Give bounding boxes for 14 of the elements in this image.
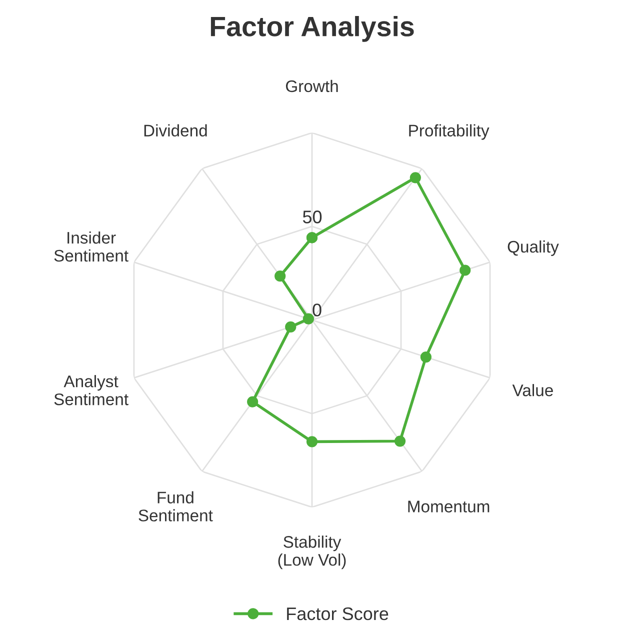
spoke-label: Momentum xyxy=(408,500,490,512)
y-tick-label: 50 xyxy=(302,210,322,224)
legend-label: Factor Score xyxy=(287,607,388,620)
spoke-label: Growth xyxy=(286,80,338,92)
spoke-label: Dividend xyxy=(144,124,207,137)
spoke-label: Profitability xyxy=(409,124,490,140)
spoke-label: Fund Sentiment xyxy=(138,491,213,522)
spoke-label: Insider Sentiment xyxy=(54,231,128,262)
chart-title: Factor Analysis xyxy=(210,16,414,42)
y-tick-label: 0 xyxy=(312,304,322,316)
spoke-label: Stability (Low Vol) xyxy=(278,536,346,570)
spoke-label: Quality xyxy=(508,240,559,256)
spoke-label: Analyst Sentiment xyxy=(54,375,128,406)
spoke-label: Value xyxy=(512,384,553,396)
